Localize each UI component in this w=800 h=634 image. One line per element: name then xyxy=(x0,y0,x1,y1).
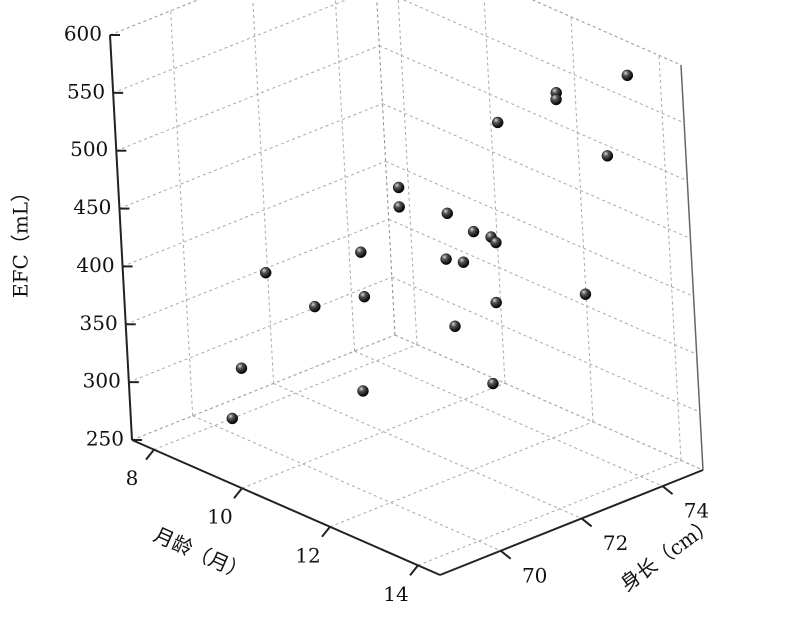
x-tick xyxy=(321,526,331,538)
y-axis xyxy=(439,469,704,576)
z-tick-label: 550 xyxy=(67,79,105,103)
data-point xyxy=(226,412,239,425)
grid-line xyxy=(329,421,594,528)
grid-line xyxy=(388,218,697,355)
grid-line xyxy=(382,103,691,240)
x-tick-label: 14 xyxy=(383,582,408,606)
data-point xyxy=(467,225,480,238)
box-edge xyxy=(531,0,682,66)
y-axis-title: 身长（cm） xyxy=(615,512,718,596)
data-point xyxy=(449,320,461,333)
grid-line xyxy=(116,45,380,152)
data-point xyxy=(490,296,502,309)
data-point xyxy=(235,362,248,375)
grid-line xyxy=(109,0,200,36)
x-tick xyxy=(233,487,243,499)
grid-line xyxy=(385,160,694,297)
grid-line xyxy=(391,276,701,413)
x-axis-title: 月龄（月） xyxy=(150,522,251,585)
z-tick-label: 400 xyxy=(76,253,114,277)
grid-line xyxy=(131,334,396,441)
grid-line xyxy=(273,383,582,519)
grid-line xyxy=(334,0,356,352)
x-axis xyxy=(131,439,441,576)
grid-line xyxy=(252,0,275,384)
data-point xyxy=(441,207,454,220)
data-point xyxy=(601,150,614,162)
data-point xyxy=(259,266,272,279)
y-tick xyxy=(500,549,512,560)
grid-line xyxy=(402,0,685,124)
grid-line xyxy=(379,45,688,182)
data-point xyxy=(579,288,592,300)
box-edge xyxy=(376,0,396,336)
box-edge xyxy=(109,0,200,36)
z-tick-label: 450 xyxy=(73,195,111,219)
data-point xyxy=(358,290,371,303)
data-point xyxy=(550,93,562,106)
grid-line xyxy=(112,0,348,94)
y-tick-label: 70 xyxy=(522,563,547,587)
z-tick-label: 500 xyxy=(70,137,108,161)
data-point xyxy=(440,253,452,265)
data-point xyxy=(487,377,499,390)
data-point xyxy=(309,300,321,313)
z-tick-label: 250 xyxy=(86,427,124,451)
data-point xyxy=(490,236,502,249)
x-tick-label: 12 xyxy=(295,543,320,567)
x-tick xyxy=(145,449,155,461)
y-tick xyxy=(661,485,674,495)
grid-line xyxy=(483,0,506,384)
grid-line xyxy=(125,218,389,325)
data-point xyxy=(355,246,367,258)
data-point xyxy=(457,256,470,268)
x-tick-label: 8 xyxy=(126,466,139,490)
y-tick-label: 72 xyxy=(603,531,628,555)
data-point xyxy=(393,201,405,213)
z-tick-label: 300 xyxy=(83,369,121,393)
data-point xyxy=(491,116,504,129)
x-tick-label: 10 xyxy=(207,505,232,529)
grid-line xyxy=(658,55,682,461)
data-point xyxy=(357,385,369,397)
grid-line xyxy=(170,10,194,416)
grid-line xyxy=(192,415,501,552)
x-tick xyxy=(409,564,419,576)
z-axis-title: EFC（mL） xyxy=(9,182,33,298)
y-tick xyxy=(580,517,593,528)
grid-line xyxy=(128,276,393,383)
grid-line xyxy=(570,16,594,422)
grid-line xyxy=(119,103,383,210)
grid-line xyxy=(417,459,682,566)
z-axis xyxy=(109,34,133,441)
z-tick-label: 600 xyxy=(64,22,102,46)
y-tick-label: 74 xyxy=(684,499,709,523)
data-point xyxy=(392,181,405,194)
box-edge xyxy=(680,64,704,471)
grid-line xyxy=(122,160,386,267)
grid-line xyxy=(394,334,704,471)
data-point xyxy=(621,69,634,82)
z-tick-label: 350 xyxy=(80,311,118,335)
grid-line xyxy=(241,382,506,489)
grid-line xyxy=(531,0,682,66)
grid-line xyxy=(153,344,418,451)
grid-line xyxy=(397,0,418,345)
grid-line xyxy=(354,350,663,487)
